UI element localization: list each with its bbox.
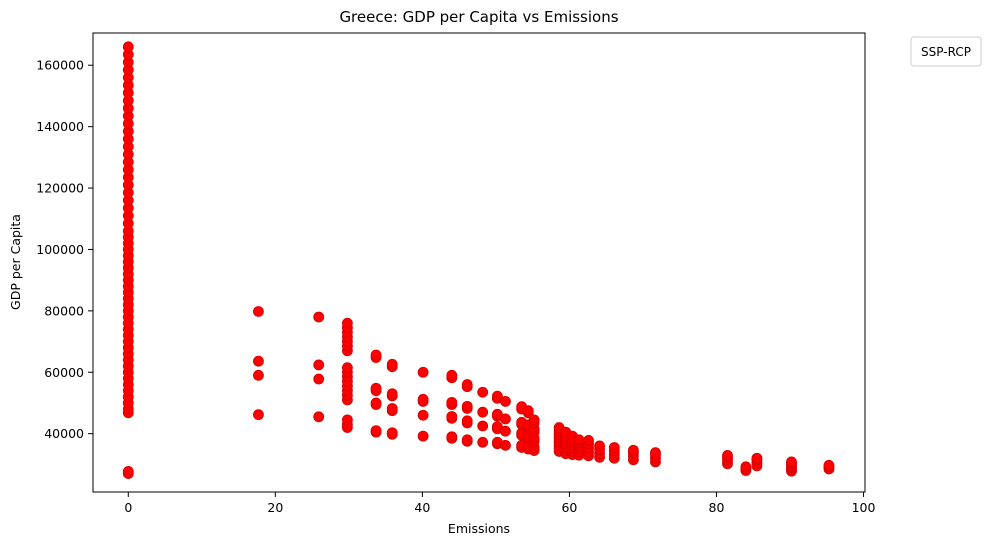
data-point bbox=[491, 390, 503, 402]
data-point bbox=[751, 452, 763, 464]
data-point bbox=[417, 430, 429, 442]
data-point bbox=[386, 358, 398, 370]
x-tick-label: 60 bbox=[561, 500, 577, 515]
x-axis-label: Emissions bbox=[448, 521, 510, 536]
legend: SSP-RCP bbox=[910, 36, 982, 67]
y-tick-label: 120000 bbox=[36, 181, 84, 196]
x-tick-label: 0 bbox=[124, 500, 132, 515]
data-point bbox=[500, 425, 511, 437]
data-point bbox=[477, 386, 489, 398]
data-point bbox=[386, 388, 398, 400]
y-tick-label: 100000 bbox=[36, 242, 84, 257]
data-point bbox=[370, 397, 382, 409]
data-point bbox=[650, 447, 661, 459]
data-point bbox=[461, 415, 473, 427]
data-point bbox=[491, 421, 503, 433]
data-point bbox=[341, 317, 353, 329]
data-point bbox=[491, 408, 503, 420]
y-tick-label: 40000 bbox=[44, 426, 84, 441]
data-point bbox=[446, 431, 458, 443]
data-point bbox=[477, 420, 489, 432]
data-point bbox=[313, 373, 325, 385]
data-point bbox=[477, 436, 489, 448]
x-tick-label: 80 bbox=[709, 500, 725, 515]
data-point bbox=[386, 403, 398, 414]
axes-frame bbox=[92, 32, 866, 493]
legend-title: SSP-RCP bbox=[921, 45, 971, 59]
data-point bbox=[608, 442, 620, 453]
data-point bbox=[122, 466, 134, 477]
data-point bbox=[417, 366, 429, 378]
legend-box bbox=[910, 36, 982, 67]
data-point bbox=[628, 444, 639, 456]
data-point bbox=[477, 406, 489, 418]
data-point bbox=[341, 414, 353, 426]
y-tick-label: 160000 bbox=[36, 58, 84, 73]
data-point bbox=[740, 461, 752, 473]
data-point bbox=[446, 369, 458, 381]
data-point bbox=[122, 41, 134, 53]
y-tick-label: 60000 bbox=[44, 365, 84, 380]
data-point bbox=[823, 459, 835, 471]
data-point bbox=[583, 435, 594, 446]
data-point bbox=[370, 382, 382, 394]
data-point bbox=[500, 413, 511, 425]
data-point bbox=[500, 396, 511, 407]
data-point bbox=[386, 427, 398, 439]
data-point bbox=[786, 456, 797, 468]
data-point bbox=[417, 393, 429, 405]
data-point bbox=[528, 414, 540, 426]
data-point bbox=[461, 434, 473, 446]
x-tick-label: 100 bbox=[852, 500, 876, 515]
data-point bbox=[446, 396, 458, 408]
data-point bbox=[253, 369, 264, 381]
x-tick-label: 40 bbox=[414, 500, 430, 515]
data-point bbox=[370, 425, 382, 437]
data-point bbox=[341, 362, 353, 374]
data-point bbox=[573, 434, 585, 446]
data-point bbox=[461, 379, 473, 390]
data-point bbox=[417, 409, 429, 421]
chart-title: Greece: GDP per Capita vs Emissions bbox=[339, 8, 618, 26]
data-point bbox=[461, 400, 473, 412]
data-point bbox=[722, 450, 733, 461]
data-points bbox=[122, 41, 835, 479]
y-axis-ticks: 40000 60000 80000 100000 120000 140000 160000 bbox=[36, 58, 93, 441]
data-point bbox=[522, 405, 534, 417]
y-axis-label: GDP per Capita bbox=[8, 214, 23, 310]
data-point bbox=[313, 411, 325, 423]
data-point bbox=[253, 355, 264, 367]
data-point bbox=[446, 411, 458, 422]
data-point bbox=[253, 306, 264, 317]
data-point bbox=[500, 439, 511, 451]
data-point bbox=[594, 440, 605, 452]
data-point bbox=[253, 409, 264, 421]
y-tick-label: 140000 bbox=[36, 119, 84, 134]
plot-area: 0 20 40 60 80 100 40000 60000 80000 100000 120000… bbox=[36, 32, 876, 515]
y-tick-label: 80000 bbox=[44, 303, 84, 318]
data-point bbox=[313, 359, 325, 371]
data-point bbox=[370, 349, 382, 361]
x-axis-ticks: 0 20 40 60 80 100 bbox=[124, 492, 876, 515]
x-tick-label: 20 bbox=[267, 500, 283, 515]
data-point bbox=[313, 311, 325, 323]
